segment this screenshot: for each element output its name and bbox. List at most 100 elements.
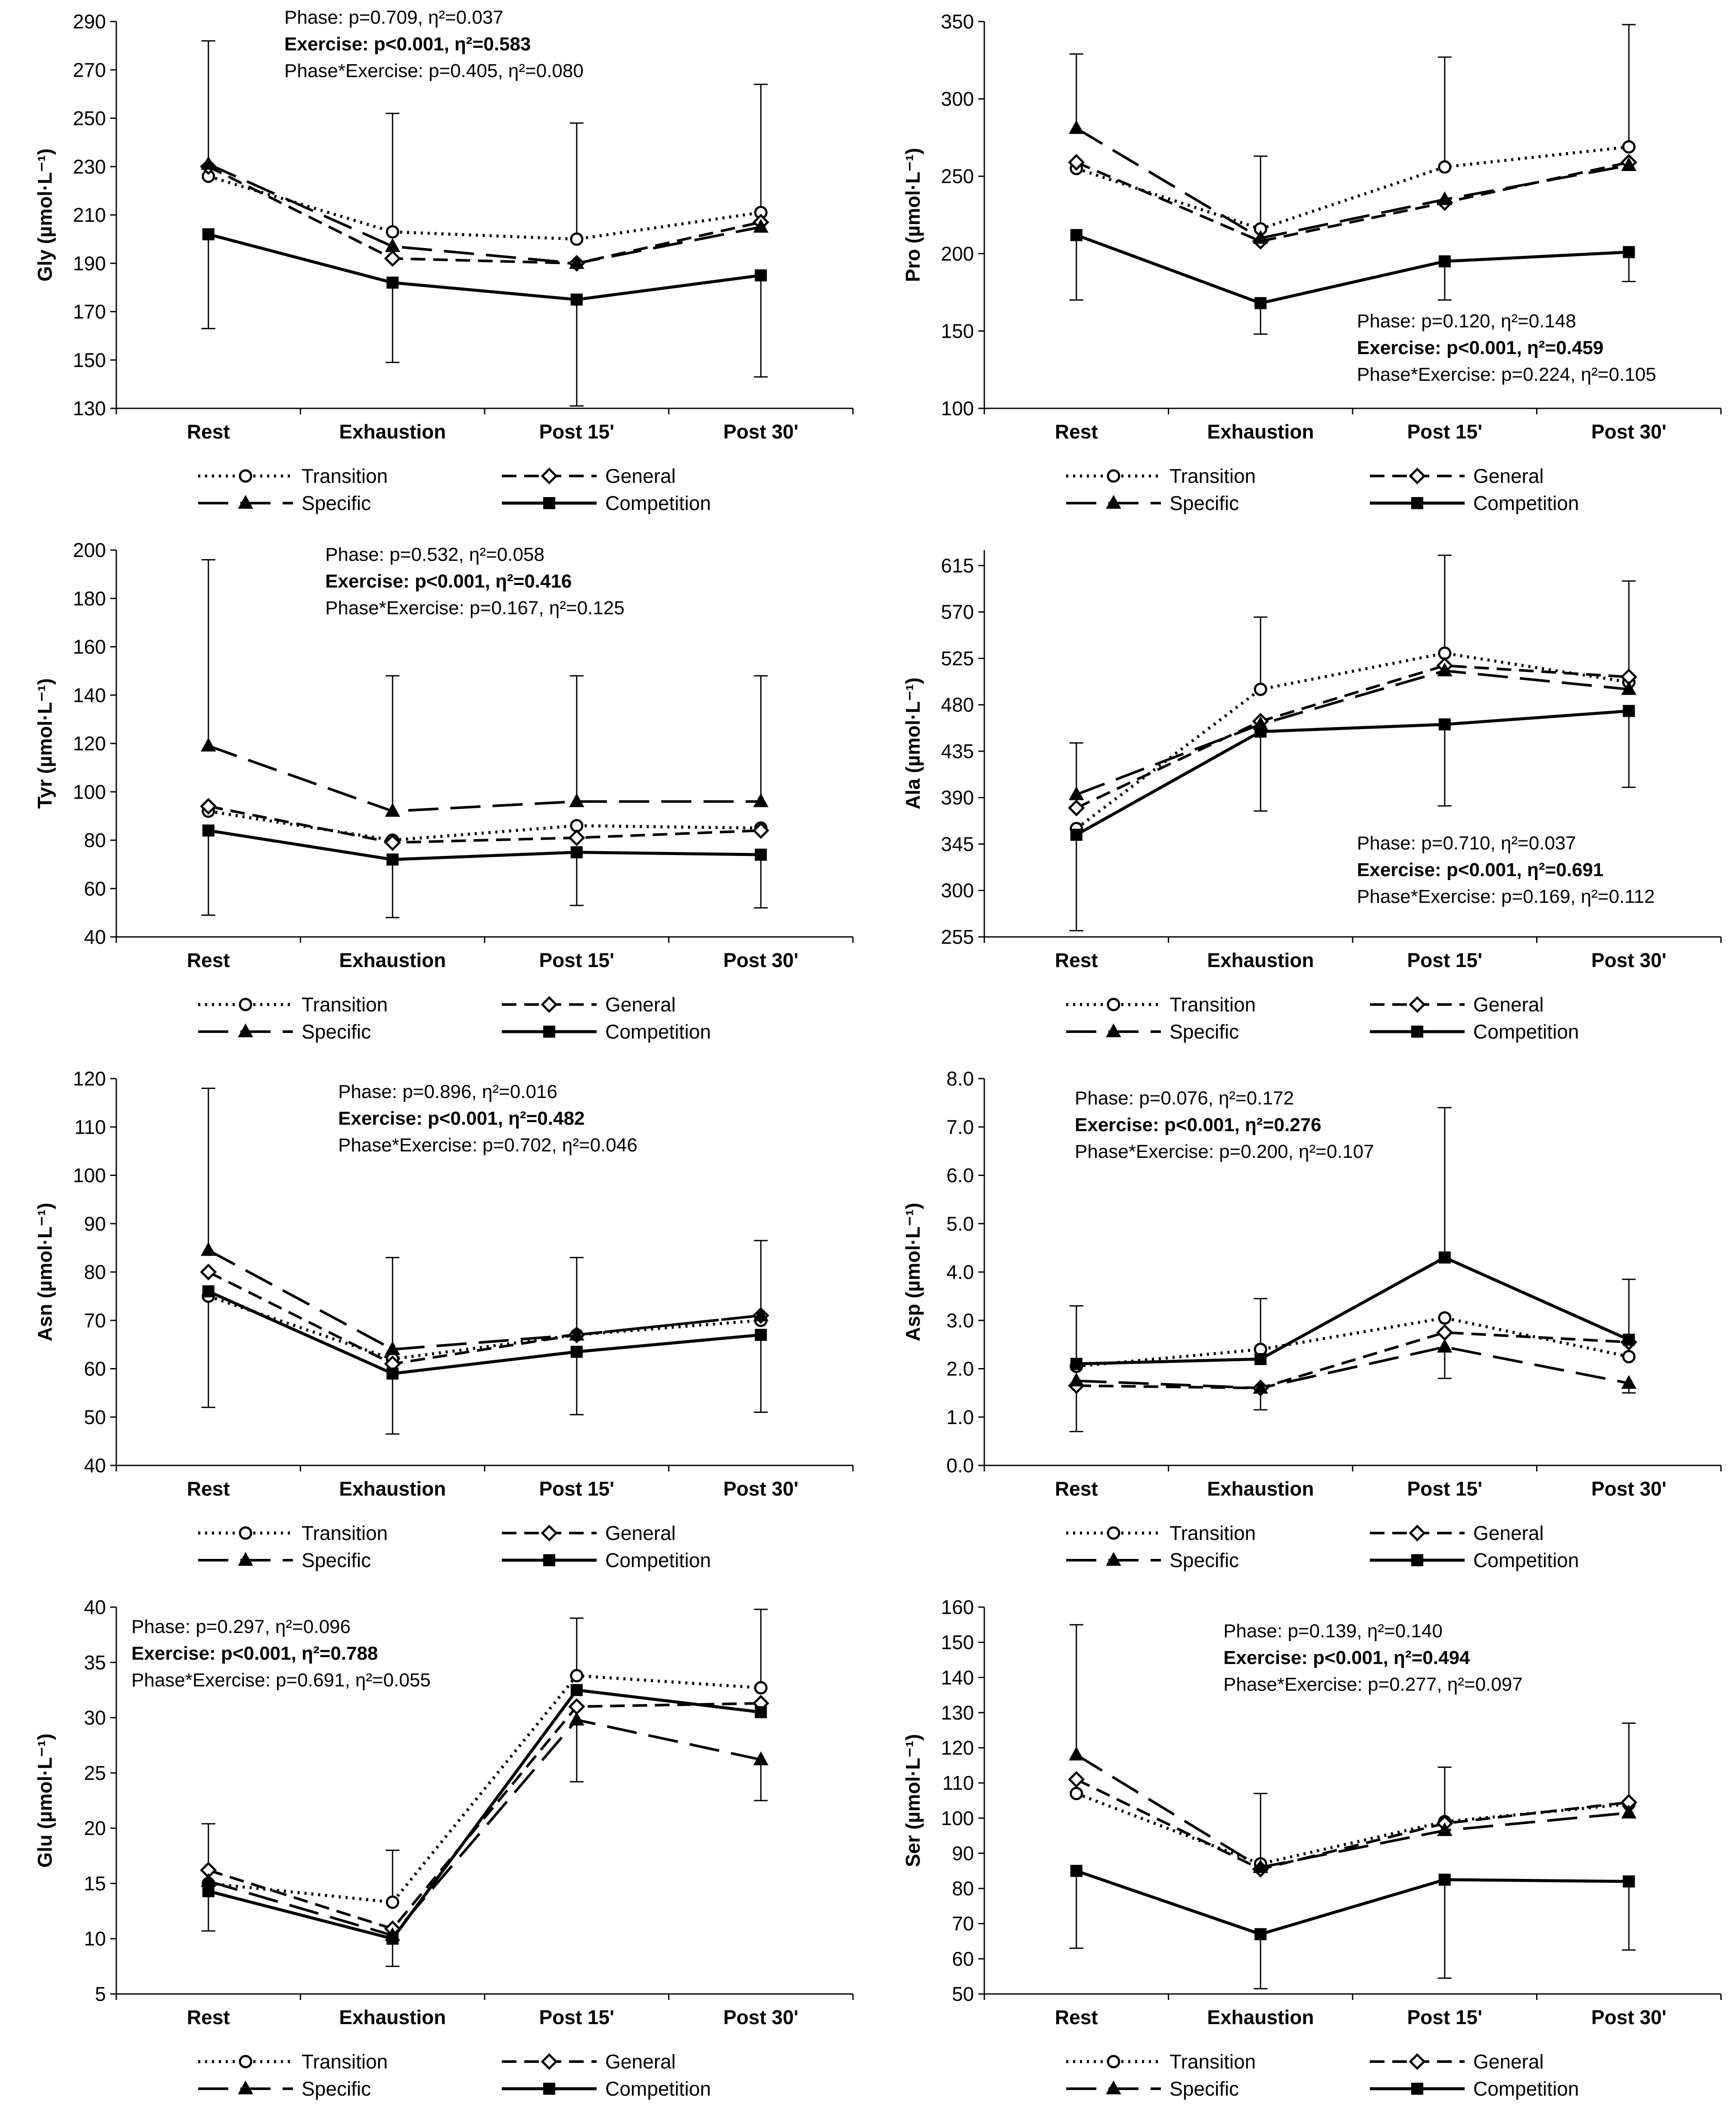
y-tick-label: 480 [941, 694, 974, 716]
panel-asp: 0.0 1.0 2.0 3.0 4.0 5.0 6.0 7.0 8.0 Rest Exhaustio… [902, 1067, 1722, 1571]
y-tick-label: 100 [941, 1807, 974, 1829]
series-line-specific [1076, 1754, 1629, 1869]
series-line-transition [1075, 651, 1629, 830]
series-line-competition [1076, 1256, 1630, 1365]
x-category-label: Exhaustion [339, 1477, 446, 1500]
y-tick-label: 50 [952, 1983, 974, 2005]
y-tick-label: 60 [952, 1947, 974, 1970]
legend-marker-specific [1106, 1552, 1121, 1566]
y-tick-label: 20 [84, 1817, 106, 1839]
data-point-transition [1438, 1311, 1452, 1325]
legend: Transition General Specific Competition [1066, 2050, 1579, 2100]
legend-marker-general [1409, 467, 1426, 485]
stat-exercise: Exercise: p<0.001, η²=0.691 [1357, 859, 1603, 880]
y-tick-label: 570 [941, 601, 974, 623]
data-point-general [1068, 1771, 1085, 1788]
data-point-transition [1622, 140, 1636, 154]
y-tick-label: 0.0 [946, 1454, 974, 1477]
y-tick-label: 230 [73, 156, 106, 178]
data-point-specific [569, 793, 585, 807]
panel-ser: 50 60 70 80 90 100 110 120 130 140 150 160 Rest Exhau… [902, 1596, 1722, 2100]
data-point-specific [1437, 1822, 1453, 1836]
y-tick-label: 435 [941, 740, 974, 762]
stat-exercise: Exercise: p<0.001, η²=0.459 [1357, 337, 1603, 358]
legend-label-specific: Specific [1170, 1020, 1239, 1043]
legend-marker-transition [1107, 2055, 1120, 2068]
data-point-competition [1438, 1251, 1451, 1264]
data-point-general [1068, 799, 1085, 817]
y-tick-label: 130 [73, 397, 106, 420]
y-tick-label: 300 [941, 88, 974, 110]
legend-marker-general [541, 1524, 558, 1542]
legend-marker-transition [239, 2055, 252, 2068]
legend-label-transition: Transition [1170, 1522, 1256, 1544]
legend-label-specific: Specific [302, 492, 371, 514]
x-category-label: Post 30' [1591, 2006, 1667, 2028]
legend-label-specific: Specific [1170, 1549, 1239, 1571]
x-category-label: Post 15' [1407, 420, 1482, 443]
data-point-competition [1623, 1875, 1635, 1888]
series-line-transition [208, 809, 761, 842]
y-tick-label: 160 [73, 636, 106, 658]
y-tick-label: 170 [73, 301, 106, 323]
panel-asn: 40 50 60 70 80 90 100 110 120 Rest Exhaustion Post … [34, 1067, 854, 1571]
x-category-label: Exhaustion [1207, 420, 1314, 443]
legend-marker-transition [1107, 1526, 1120, 1540]
data-point-specific [1069, 120, 1084, 134]
y-tick-label: 5.0 [946, 1213, 974, 1235]
y-tick-label: 255 [941, 926, 974, 948]
y-tick-label: 100 [73, 781, 106, 803]
legend: Transition General Specific Competition [198, 993, 711, 1043]
series-line-specific [1076, 127, 1629, 239]
series-line-competition [1076, 233, 1629, 305]
y-tick-label: 40 [84, 1454, 106, 1477]
data-point-competition [755, 1328, 767, 1341]
x-category-label: Post 15' [1407, 1477, 1482, 1500]
x-category-label: Post 30' [1591, 420, 1667, 443]
data-point-competition [1623, 705, 1635, 717]
y-tick-label: 25 [84, 1762, 106, 1784]
y-tick-label: 100 [73, 1164, 106, 1187]
data-point-competition [755, 849, 767, 861]
legend-marker-general [1409, 1524, 1426, 1542]
data-point-transition [1254, 682, 1267, 696]
y-axis-label: Ser (µmol·L⁻¹) [902, 1734, 924, 1867]
data-point-competition [1438, 718, 1451, 731]
data-point-specific [1069, 1372, 1084, 1387]
data-point-general [200, 798, 217, 815]
legend-label-competition: Competition [1473, 1020, 1579, 1043]
y-tick-label: 60 [84, 1358, 106, 1380]
data-point-transition [386, 1895, 399, 1909]
data-point-transition [1438, 646, 1452, 660]
data-point-competition [1254, 297, 1267, 309]
y-tick-label: 80 [84, 829, 106, 852]
legend-marker-general [541, 2053, 558, 2070]
series-line-specific [1076, 669, 1629, 796]
legend-label-competition: Competition [605, 1549, 711, 1571]
y-tick-label: 615 [941, 554, 974, 577]
legend-marker-competition [543, 2083, 555, 2095]
data-point-general [384, 834, 401, 851]
data-point-transition [754, 1681, 768, 1695]
legend-marker-competition [1411, 2083, 1423, 2095]
data-point-competition [1070, 229, 1083, 241]
legend-marker-specific [238, 1023, 253, 1037]
data-point-competition [1623, 1334, 1635, 1346]
x-category-label: Exhaustion [1207, 1477, 1314, 1500]
x-category-label: Exhaustion [1207, 949, 1314, 971]
y-tick-label: 150 [941, 1631, 974, 1654]
y-tick-label: 30 [84, 1707, 106, 1729]
legend-label-competition: Competition [605, 492, 711, 514]
legend-label-general: General [1473, 465, 1544, 487]
data-point-competition [386, 853, 399, 866]
y-tick-label: 120 [73, 732, 106, 755]
series-line-transition [208, 1674, 761, 1904]
data-point-competition [386, 1932, 399, 1945]
y-tick-label: 120 [73, 1067, 106, 1090]
legend-label-competition: Competition [605, 2078, 711, 2100]
x-category-label: Post 30' [1591, 949, 1667, 971]
data-point-specific [569, 1326, 585, 1341]
series-line-general [208, 1702, 761, 1930]
legend-marker-specific [238, 1552, 253, 1566]
x-category-label: Rest [1055, 2006, 1098, 2028]
